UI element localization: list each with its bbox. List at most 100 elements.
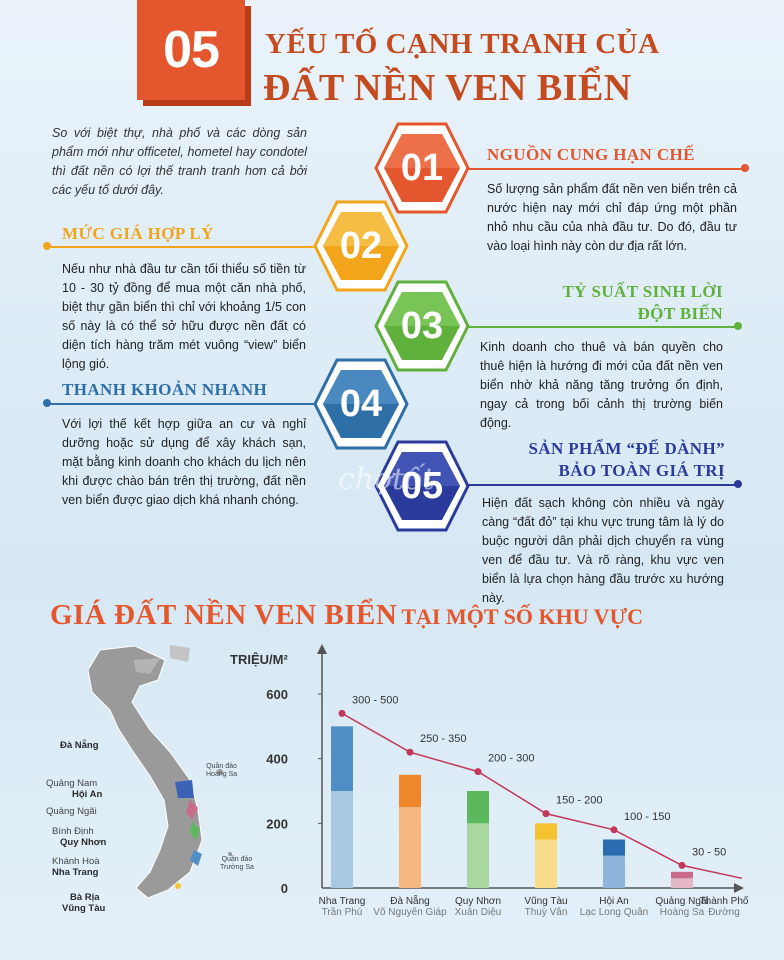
watermark-text: chợtốt [338, 462, 435, 497]
x-tick-label: Nha Trang [319, 896, 366, 907]
bar-low [399, 807, 421, 888]
x-axis-end-label: Thành Phố [700, 895, 749, 907]
vietnam-map-icon [87, 645, 232, 899]
factor-03-title: TỶ SUẤT SINH LỜI ĐỘT BIẾN [488, 281, 723, 325]
bar-low [331, 791, 353, 888]
bar-high [603, 839, 625, 856]
x-tick-sublabel: Võ Nguyên Giáp [373, 907, 447, 918]
factor-05-dot [734, 480, 742, 488]
x-tick-sublabel: Thuỳ Vân [525, 907, 568, 918]
bar-high [467, 791, 489, 824]
map-label-binh-dinh: Bình Định [52, 826, 94, 837]
x-tick-label: Đà Nẵng [390, 894, 429, 907]
bar-high [399, 774, 421, 808]
data-label: 250 - 350 [420, 733, 466, 745]
vietnam-map [40, 640, 260, 940]
bar-high [535, 823, 557, 840]
factor-05-line [466, 484, 736, 486]
x-tick-label: Quảng Ngãi [655, 896, 708, 907]
map-label-khanh-hoa: Khánh Hoà [52, 856, 100, 867]
map-label-quy-nhon: Quy Nhơn [60, 837, 107, 848]
bar-low [467, 823, 489, 888]
hexagon-icon [313, 358, 409, 450]
factor-04-text: Với lợi thế kết hợp giữa an cư và nghỉ d… [62, 417, 306, 507]
trend-point [474, 768, 482, 776]
factor-01-text: Số lượng sản phẩm đất nền ven biển trên … [487, 182, 737, 253]
page-title-line1: YẾU TỐ CẠNH TRANH CỦA [265, 28, 660, 60]
factor-05-hexagon: 05 [374, 438, 470, 534]
factor-04-line [48, 403, 314, 405]
data-label: 30 - 50 [692, 846, 726, 858]
header-number: 05 [163, 21, 220, 79]
map-label-hoang-sa: Quần đảo Hoàng Sa [206, 763, 238, 778]
factor-02-title: MỨC GIÁ HỢP LÝ [62, 224, 214, 243]
bar-low [603, 855, 625, 888]
factor-04-title: THANH KHOẢN NHANH [62, 380, 268, 399]
trend-point [406, 748, 414, 756]
x-axis-arrow [734, 883, 744, 893]
trend-point [338, 709, 346, 717]
x-tick-label: Quy Nhơn [455, 896, 501, 907]
header-number-badge: 05 [137, 0, 245, 100]
y-tick-label: 0 [281, 881, 288, 896]
factor-03-title-line2: ĐỘT BIẾN [637, 304, 723, 323]
factor-05-title: SẢN PHẨM “ĐỂ DÀNH” BẢO TOÀN GIÁ TRỊ [475, 438, 725, 482]
map-label-da-nang: Đà Nẵng [60, 740, 99, 751]
factor-02-hexagon: 02 [313, 198, 409, 294]
bar-low [671, 878, 693, 888]
map-label-hoi-an: Hội An [72, 789, 103, 800]
factor-04-number: 04 [339, 383, 383, 425]
x-axis-end-sublabel: Đường [708, 907, 740, 918]
price-section-title: GIÁ ĐẤT NỀN VEN BIỂN TẠI MỘT SỐ KHU VỰC [50, 599, 643, 632]
factor-01-number: 01 [400, 147, 444, 189]
factor-03-text: Kinh doanh cho thuê và bán quyền cho thu… [480, 340, 723, 430]
x-tick-sublabel: Trần Phú [322, 906, 363, 918]
map-label-truong-sa: Quần đảo Trường Sa [220, 856, 254, 871]
factor-03-number: 03 [400, 305, 444, 347]
factor-05-title-line1: SẢN PHẨM “ĐỂ DÀNH” [528, 439, 725, 458]
intro-text: So với biệt thự, nhà phố và các dòng sản… [52, 126, 307, 197]
factor-01-title: NGUỒN CUNG HẠN CHẾ [487, 145, 695, 164]
x-tick-sublabel: Hoàng Sa [660, 907, 705, 918]
factor-01-hexagon: 01 [374, 120, 470, 216]
factor-02-dot [43, 242, 51, 250]
factor-05-number: 05 [400, 465, 444, 507]
x-tick-sublabel: Lạc Long Quân [580, 907, 648, 918]
factor-05-title-line2: BẢO TOÀN GIÁ TRỊ [558, 461, 725, 480]
factor-04-hexagon: 04 [313, 356, 409, 452]
data-label: 200 - 300 [488, 753, 534, 765]
page-title-line2: ĐẤT NỀN VEN BIỂN [263, 67, 632, 109]
factor-03-line [466, 326, 736, 328]
map-label-nha-trang: Nha Trang [52, 867, 99, 878]
map-label-vung-tau: Vũng Tàu [62, 903, 106, 914]
factor-03-dot [734, 322, 742, 330]
y-axis-label: TRIỆU/M² [230, 652, 288, 667]
trend-point [678, 861, 686, 869]
factor-02-text: Nếu như nhà đầu tư cần tối thiểu số tiền… [62, 262, 306, 371]
bar-high [671, 871, 693, 879]
factor-02-number: 02 [339, 225, 383, 267]
factor-03-title-line1: TỶ SUẤT SINH LỜI [562, 282, 723, 301]
hexagon-icon [374, 122, 470, 214]
map-label-quang-nam: Quảng Nam [46, 778, 98, 789]
factor-05-text: Hiện đất sạch không còn nhiều và ngày cà… [482, 496, 724, 605]
data-label: 300 - 500 [352, 694, 398, 706]
map-label-quang-ngai: Quảng Ngãi [46, 806, 97, 817]
x-tick-label: Vũng Tàu [524, 896, 567, 907]
bar-high [331, 726, 353, 791]
y-axis-arrow [317, 644, 327, 654]
factor-03-hexagon: 03 [374, 278, 470, 374]
map-label-ba-ria: Bà Rịa [70, 892, 100, 903]
data-label: 100 - 150 [624, 811, 670, 823]
y-tick-label: 600 [266, 687, 288, 702]
trend-point [610, 826, 618, 834]
factor-04-dot [43, 399, 51, 407]
hexagon-icon [374, 440, 470, 532]
y-tick-label: 400 [266, 752, 288, 767]
factor-02-line [48, 246, 314, 248]
hexagon-icon [313, 200, 409, 292]
y-tick-label: 200 [266, 816, 288, 831]
bar-low [535, 839, 557, 888]
price-title-small: TẠI MỘT SỐ KHU VỰC [401, 604, 643, 629]
